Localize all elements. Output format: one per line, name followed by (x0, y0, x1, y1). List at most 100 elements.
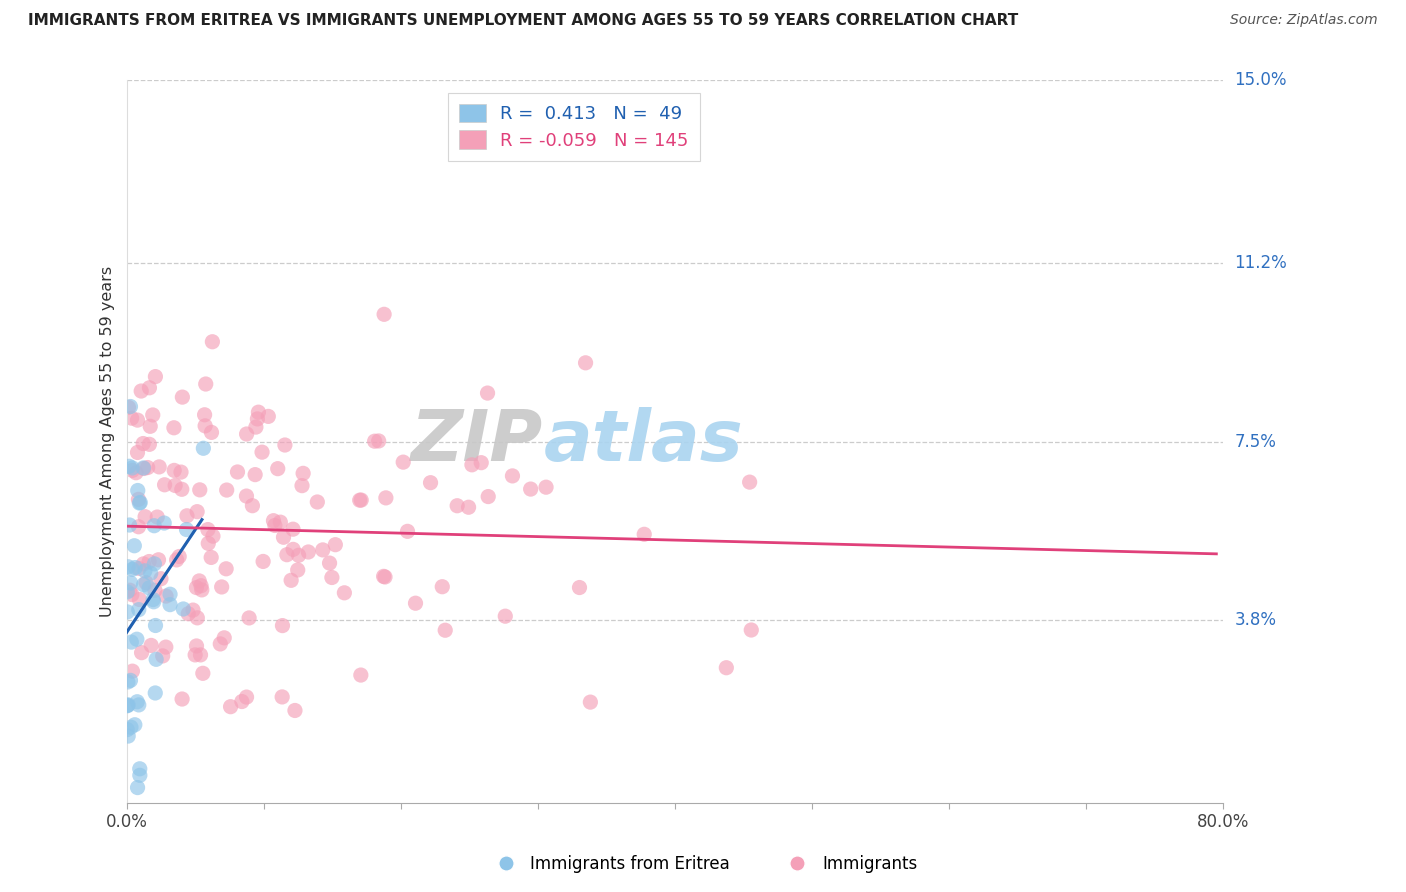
Point (127, 492, 149, 507)
Point (136, 460, 159, 475)
Point (118, 583, 141, 598)
Point (194, 377, 217, 392)
Point (446, 499, 468, 513)
Point (246, 412, 269, 426)
Text: ZIP: ZIP (411, 407, 543, 476)
Point (115, 723, 138, 737)
Point (120, 400, 142, 414)
Point (163, 463, 186, 477)
Point (128, 496, 150, 510)
Point (263, 514, 285, 528)
Point (153, 477, 176, 491)
Point (434, 624, 457, 638)
Point (155, 640, 177, 654)
Point (219, 699, 242, 714)
Point (318, 556, 340, 570)
Point (138, 581, 160, 595)
Point (159, 587, 181, 601)
Point (177, 607, 200, 621)
Point (138, 555, 160, 569)
Point (212, 631, 235, 645)
Point (117, 605, 139, 619)
Point (143, 686, 166, 700)
Point (159, 598, 181, 612)
Point (716, 661, 738, 675)
Point (312, 542, 335, 557)
Point (172, 602, 194, 616)
Point (373, 307, 395, 321)
Point (142, 592, 165, 607)
Point (281, 522, 304, 536)
Point (325, 538, 347, 552)
Point (350, 493, 373, 508)
Point (115, 585, 138, 599)
Point (127, 445, 149, 459)
Point (350, 668, 373, 682)
Text: IMMIGRANTS FROM ERITREA VS IMMIGRANTS UNEMPLOYMENT AMONG AGES 55 TO 59 YEARS COR: IMMIGRANTS FROM ERITREA VS IMMIGRANTS UN… (28, 13, 1018, 29)
Point (125, 632, 148, 647)
Point (155, 589, 177, 603)
Point (477, 490, 499, 504)
Point (194, 408, 217, 422)
Point (128, 520, 150, 534)
Point (148, 459, 170, 474)
Point (167, 549, 190, 564)
Point (519, 482, 541, 496)
Point (235, 427, 257, 442)
Point (120, 720, 142, 734)
Point (120, 576, 142, 591)
Point (333, 586, 356, 600)
Point (132, 461, 155, 475)
Point (201, 529, 224, 543)
Text: atlas: atlas (543, 407, 742, 476)
Point (118, 459, 141, 474)
Point (134, 509, 156, 524)
Point (128, 698, 150, 712)
Point (134, 564, 156, 578)
Point (181, 603, 204, 617)
Point (200, 425, 222, 440)
Point (321, 570, 343, 584)
Point (172, 692, 194, 706)
Point (291, 478, 314, 492)
Point (281, 542, 304, 557)
Point (132, 436, 155, 450)
Text: 11.2%: 11.2% (1234, 254, 1286, 272)
Point (287, 563, 309, 577)
Point (243, 467, 266, 482)
Point (579, 695, 602, 709)
Point (118, 518, 141, 533)
Point (125, 466, 148, 480)
Point (264, 518, 287, 533)
Point (138, 437, 160, 451)
Point (238, 611, 260, 625)
Point (273, 530, 295, 544)
Point (432, 580, 454, 594)
Point (211, 580, 233, 594)
Point (392, 455, 415, 469)
Point (307, 495, 329, 509)
Point (117, 729, 139, 743)
Point (145, 618, 167, 632)
Point (197, 523, 219, 537)
Point (132, 578, 155, 592)
Point (124, 560, 146, 574)
Point (419, 475, 441, 490)
Point (143, 557, 166, 571)
Point (121, 463, 143, 477)
Point (267, 461, 290, 475)
Point (146, 510, 169, 524)
Point (135, 575, 157, 590)
Point (129, 495, 152, 509)
Text: Source: ZipAtlas.com: Source: ZipAtlas.com (1230, 13, 1378, 28)
Point (374, 570, 396, 584)
Point (121, 562, 143, 576)
Point (132, 557, 155, 571)
Point (121, 588, 143, 602)
Point (186, 639, 208, 653)
Text: 3.8%: 3.8% (1234, 611, 1277, 629)
Point (276, 548, 298, 562)
Point (165, 478, 187, 492)
Point (117, 698, 139, 712)
Point (242, 499, 264, 513)
